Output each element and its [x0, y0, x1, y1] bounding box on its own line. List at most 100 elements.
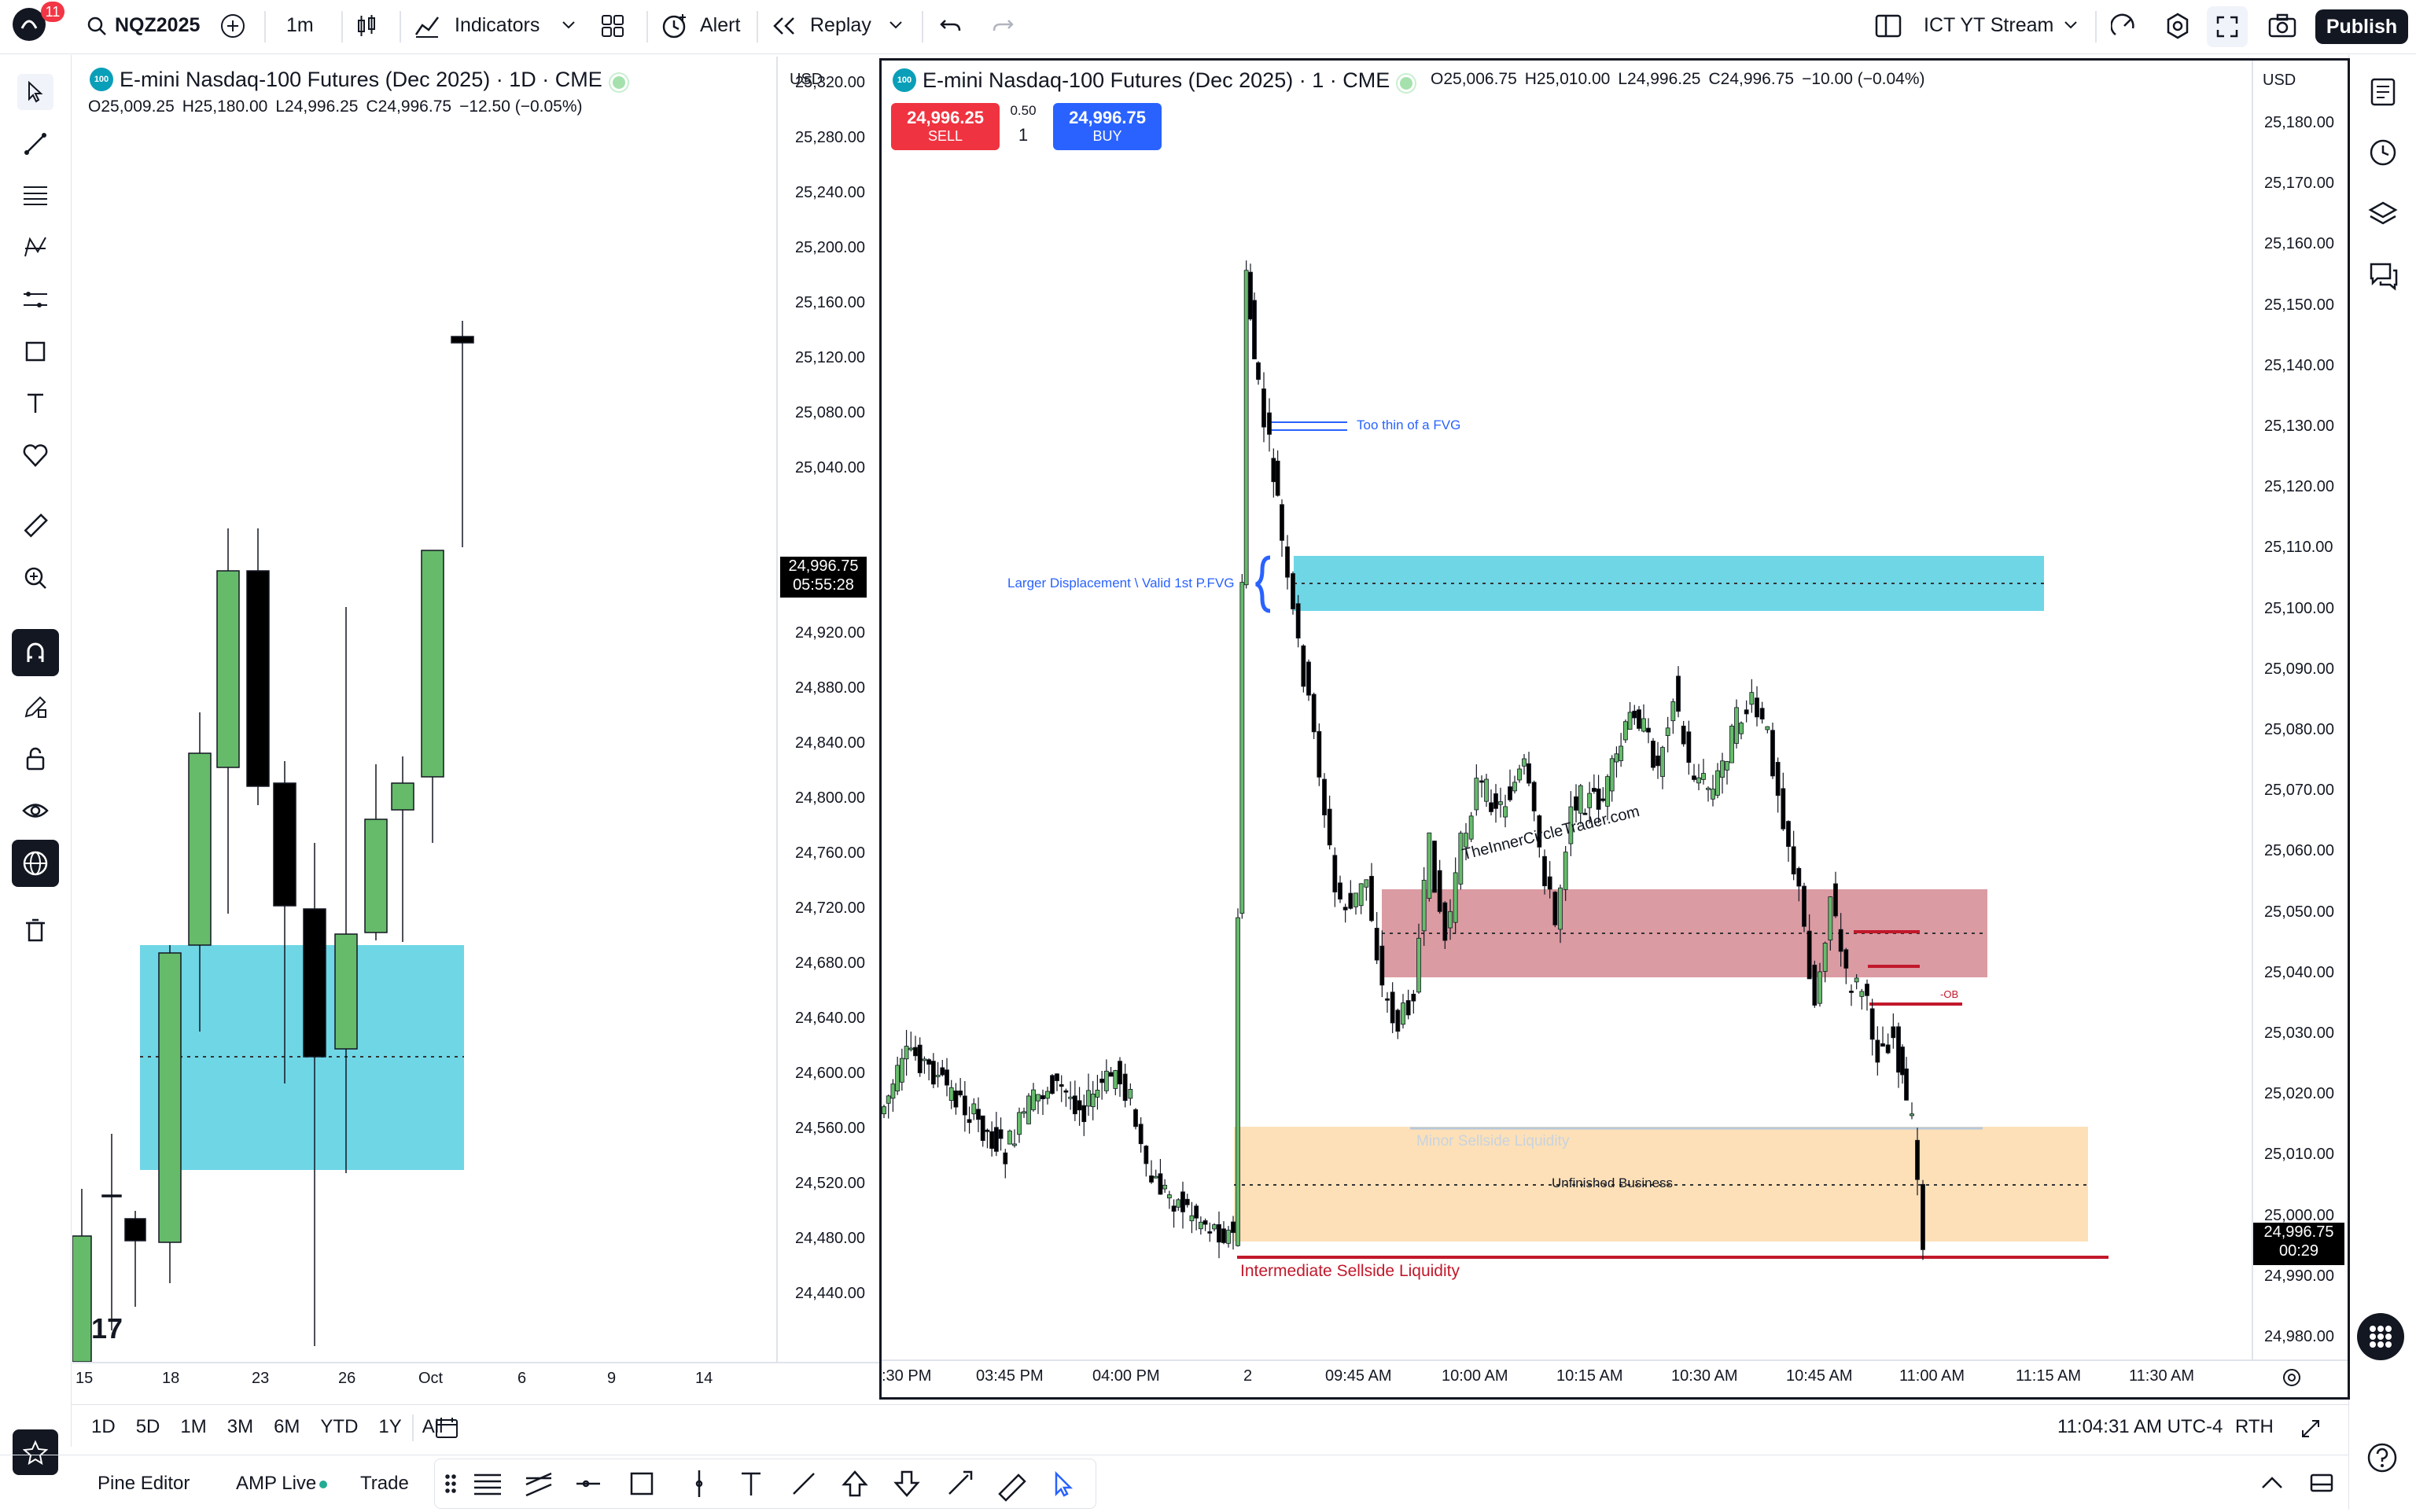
- range-6m[interactable]: 6M: [274, 1416, 300, 1437]
- globe-icon[interactable]: [12, 840, 59, 887]
- time-axis[interactable]: 15 18 23 26 Oct 6 9 14: [72, 1363, 776, 1395]
- chevron-down-icon[interactable]: [562, 20, 576, 30]
- apps-grid-button[interactable]: [2357, 1313, 2404, 1360]
- price-axis[interactable]: 25,180.00 25,170.00 25,160.00 25,150.00 25,1…: [2253, 61, 2348, 1359]
- candle: [1655, 741, 1660, 779]
- interval-selector[interactable]: 1m: [286, 14, 314, 36]
- candle: [985, 1128, 990, 1149]
- currency-selector[interactable]: USD: [2263, 72, 2296, 89]
- collapse-panel-icon[interactable]: [2260, 1476, 2284, 1490]
- alert-clock-icon[interactable]: [661, 13, 689, 39]
- settings-gear-icon[interactable]: [2164, 13, 2191, 39]
- forecasting-icon[interactable]: [17, 281, 53, 318]
- replay-button[interactable]: Replay: [810, 14, 871, 36]
- layout-name-button[interactable]: ICT YT Stream: [1924, 14, 2054, 36]
- candle: [1885, 1033, 1891, 1054]
- candle: [1921, 1179, 1925, 1260]
- text-icon[interactable]: [17, 385, 53, 421]
- candle: [1405, 989, 1411, 1020]
- tab-trade[interactable]: Trade: [360, 1473, 409, 1494]
- chevron-down-icon[interactable]: [2064, 20, 2078, 30]
- magnet-icon[interactable]: [12, 629, 59, 676]
- candle: [908, 1031, 914, 1052]
- alerts-clock-icon[interactable]: [2368, 137, 2398, 167]
- unfinished-business-label: Unfinished Business: [1552, 1175, 1674, 1190]
- range-3m[interactable]: 3M: [226, 1416, 254, 1437]
- heart-icon[interactable]: [17, 437, 53, 473]
- camera-icon[interactable]: [2268, 13, 2296, 39]
- alert-button[interactable]: Alert: [700, 14, 741, 36]
- candle: [917, 1037, 923, 1077]
- undo-icon[interactable]: [939, 16, 963, 36]
- goto-date-calendar-icon[interactable]: [434, 1416, 459, 1440]
- range-ytd[interactable]: YTD: [320, 1416, 359, 1437]
- maximize-panel-icon[interactable]: [2309, 1473, 2334, 1493]
- symbol-search[interactable]: NQZ2025: [115, 14, 201, 36]
- user-avatar[interactable]: [13, 8, 46, 41]
- fib-retracement-icon[interactable]: [17, 178, 53, 214]
- indicators-icon[interactable]: [414, 13, 440, 39]
- range-1d[interactable]: 1D: [91, 1416, 116, 1437]
- redo-icon[interactable]: [991, 16, 1015, 36]
- candle: [1022, 1107, 1026, 1118]
- price-tick-label: 24,560.00: [795, 1120, 865, 1137]
- clock-timezone[interactable]: 11:04:31 AM UTC-4: [2057, 1416, 2223, 1437]
- chart-settings-gear-icon[interactable]: [2282, 1367, 2302, 1388]
- candle: [1720, 752, 1725, 794]
- left-chart-pane[interactable]: 100 E-mini Nasdaq-100 Futures (Dec 2025)…: [72, 57, 879, 1398]
- replay-rewind-icon[interactable]: [771, 16, 797, 36]
- publish-button[interactable]: Publish: [2315, 9, 2408, 44]
- candle: [273, 761, 296, 1083]
- candle: [1158, 1159, 1163, 1195]
- right-chart-pane[interactable]: 100 E-mini Nasdaq-100 Futures (Dec 2025)…: [879, 58, 2350, 1400]
- layouts-grid-icon[interactable]: [601, 14, 624, 38]
- range-1m[interactable]: 1M: [180, 1416, 207, 1437]
- split-layout-icon[interactable]: [1875, 14, 1902, 38]
- eye-icon[interactable]: [17, 793, 53, 829]
- live-dot: [319, 1481, 327, 1488]
- sell-button[interactable]: 24,996.25 SELL: [891, 103, 1000, 150]
- help-icon[interactable]: [2366, 1442, 2398, 1473]
- candles-icon[interactable]: [354, 13, 379, 39]
- chat-icon[interactable]: [2368, 261, 2399, 291]
- range-5d[interactable]: 5D: [135, 1416, 160, 1437]
- watchlist-icon[interactable]: [2368, 77, 2398, 107]
- zoom-in-icon[interactable]: [17, 560, 53, 596]
- candle: [1531, 780, 1537, 822]
- candle: [953, 1083, 959, 1115]
- candle: [948, 1080, 954, 1109]
- ruler-icon[interactable]: [17, 508, 53, 544]
- price-axis[interactable]: 25,320.00 25,280.00 25,240.00 25,200.00 25,1…: [778, 57, 879, 1362]
- range-1y[interactable]: 1Y: [378, 1416, 402, 1437]
- quick-search-icon[interactable]: [2111, 13, 2138, 39]
- indicators-button[interactable]: Indicators: [455, 14, 540, 36]
- trash-icon[interactable]: [17, 912, 53, 948]
- candle: [1306, 659, 1311, 701]
- add-symbol-icon[interactable]: [220, 13, 245, 39]
- cursor-icon[interactable]: [17, 74, 53, 110]
- ob-label: -OB: [1940, 988, 1959, 1000]
- pattern-icon[interactable]: [17, 230, 53, 266]
- quantity-input[interactable]: 1: [1018, 125, 1029, 145]
- currency-selector[interactable]: USD: [790, 71, 823, 88]
- layers-icon[interactable]: [2368, 200, 2398, 230]
- stay-drawing-icon[interactable]: [17, 689, 53, 725]
- lock-icon[interactable]: [17, 741, 53, 777]
- session-button[interactable]: RTH: [2235, 1416, 2274, 1437]
- fullscreen-button[interactable]: [2207, 6, 2248, 47]
- price-tick-label: 25,160.00: [795, 294, 865, 311]
- search-icon[interactable]: [87, 16, 107, 36]
- time-axis[interactable]: :30 PM 03:45 PM 04:00 PM 2 09:45 AM 10:00 AM 1…: [882, 1361, 2252, 1392]
- maximize-chart-icon[interactable]: [2300, 1418, 2322, 1440]
- tab-pine-editor[interactable]: Pine Editor: [98, 1473, 190, 1494]
- candle: [1517, 764, 1522, 783]
- chevron-down-icon[interactable]: [889, 20, 903, 30]
- rectangle-icon[interactable]: [17, 333, 53, 370]
- spread-value: 0.50: [1010, 103, 1037, 118]
- trend-line-icon[interactable]: [17, 126, 53, 162]
- favorites-star-icon[interactable]: [13, 1429, 58, 1475]
- tab-amp-live[interactable]: AMP Live: [236, 1473, 317, 1494]
- price-tick-label: 24,520.00: [795, 1175, 865, 1192]
- price-tick-label: 24,920.00: [795, 624, 865, 642]
- buy-button[interactable]: 24,996.75 BUY: [1053, 103, 1162, 150]
